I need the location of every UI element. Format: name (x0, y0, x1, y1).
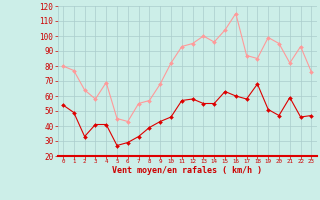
X-axis label: Vent moyen/en rafales ( km/h ): Vent moyen/en rafales ( km/h ) (112, 166, 262, 175)
